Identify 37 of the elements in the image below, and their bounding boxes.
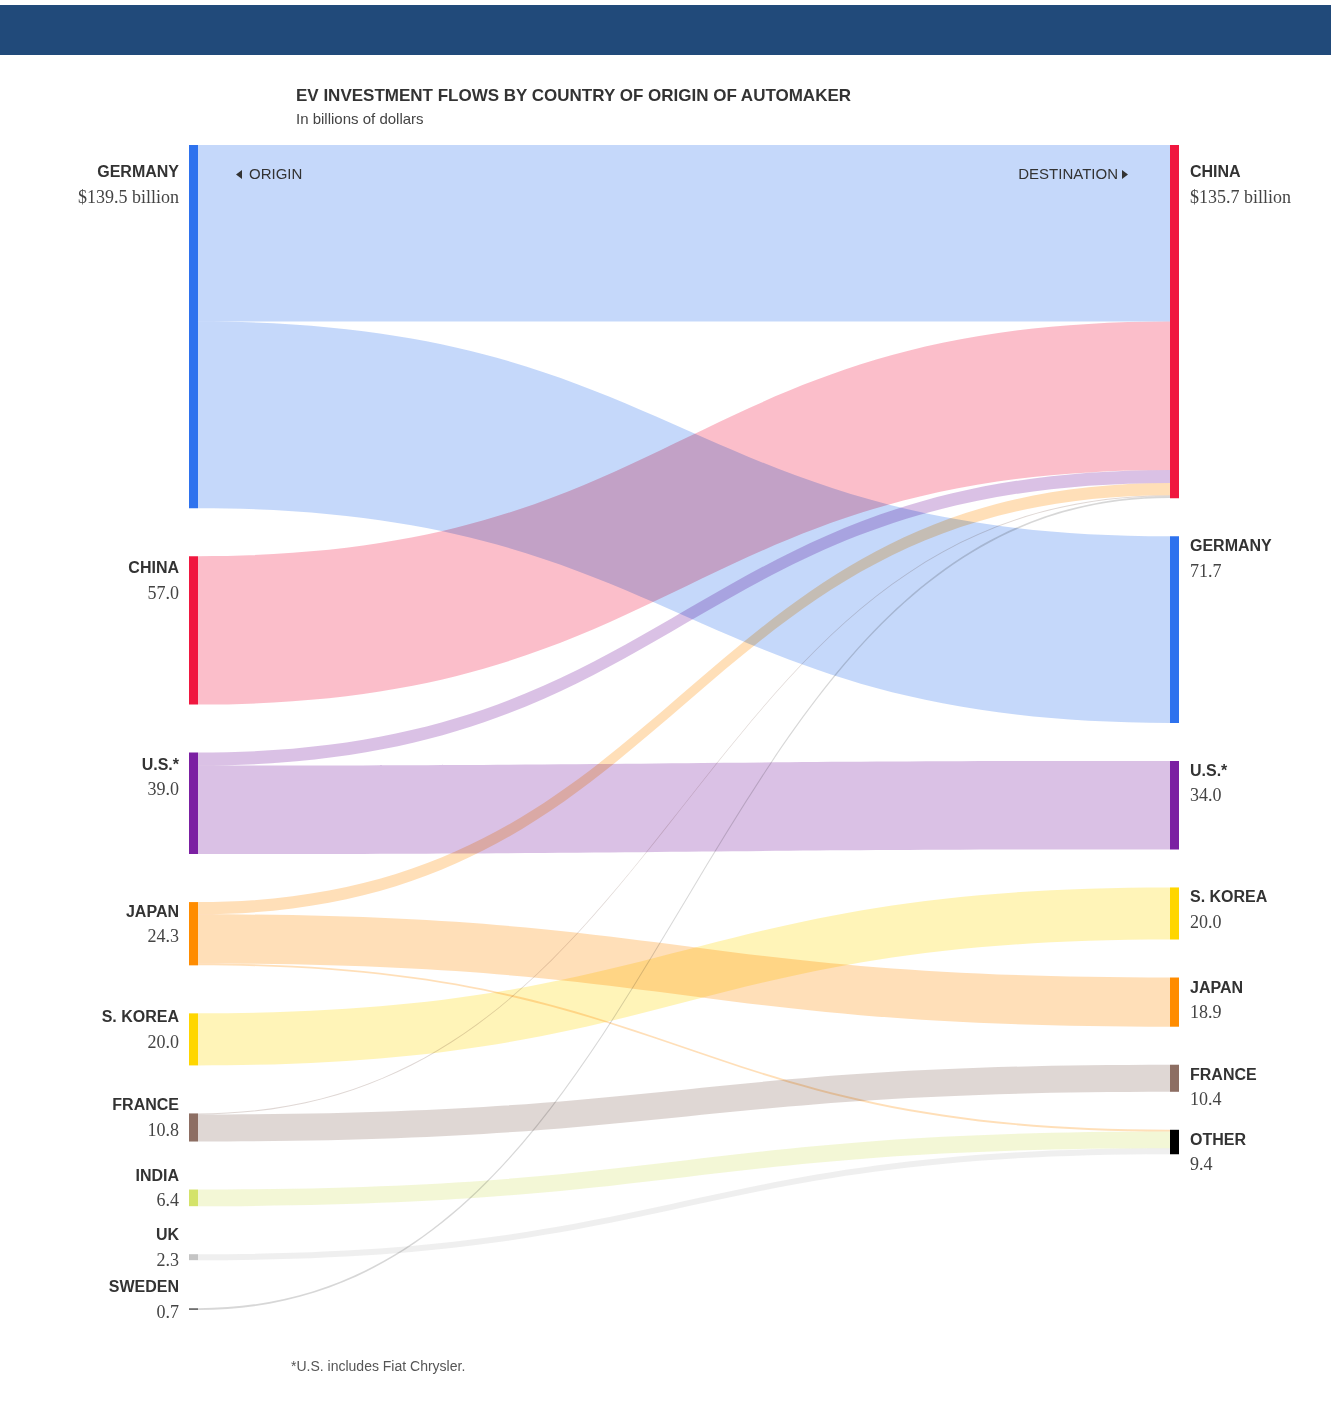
data-label: 24.3 <box>147 926 179 947</box>
data-label: 57.0 <box>147 582 179 603</box>
data-label: 20.0 <box>147 1031 179 1052</box>
data-label: 2.3 <box>156 1249 179 1270</box>
category-label: S. KOREA <box>1190 888 1268 906</box>
text: EV INVESTMENT FLOWS BY COUNTRY OF ORIGIN OF AUTOMAKER <box>296 86 852 105</box>
category-label: OTHER <box>1190 1130 1247 1148</box>
category-label: UK <box>155 1226 180 1244</box>
category-label: U.S.* <box>1190 761 1229 779</box>
data-label: 10.8 <box>147 1119 179 1140</box>
data-label: $139.5 billion <box>77 186 179 207</box>
data-label: 71.7 <box>1190 560 1222 581</box>
data-label: 6.4 <box>156 1190 179 1211</box>
category-label: INDIA <box>135 1166 180 1184</box>
text: *U.S. includes Fiat Chrysler. <box>291 1358 466 1374</box>
category-label: JAPAN <box>125 902 179 920</box>
category-label: FRANCE <box>1190 1065 1257 1083</box>
category-label: FRANCE <box>112 1096 180 1114</box>
data-label: 9.4 <box>1190 1154 1213 1175</box>
data-label: 0.7 <box>156 1301 179 1322</box>
data-label: 18.9 <box>1190 1002 1222 1023</box>
data-label: 34.0 <box>1190 785 1222 806</box>
data-label: 39.0 <box>147 779 179 800</box>
data-label: 10.4 <box>1190 1089 1222 1110</box>
category-label: GERMANY <box>1190 537 1273 555</box>
category-label: CHINA <box>1190 163 1242 180</box>
category-label: CHINA <box>128 559 180 577</box>
legend-label: ORIGIN <box>249 165 303 183</box>
text: In billions of dollars <box>296 110 424 127</box>
category-label: GERMANY <box>97 163 180 180</box>
text: DESTINATION <box>1018 165 1118 183</box>
data-label: $135.7 billion <box>1190 186 1292 207</box>
category-label: U.S.* <box>141 755 180 773</box>
category-label: SWEDEN <box>108 1278 179 1296</box>
data-label: 20.0 <box>1190 911 1222 932</box>
category-label: JAPAN <box>1190 978 1244 996</box>
category-label: S. KOREA <box>101 1008 180 1026</box>
